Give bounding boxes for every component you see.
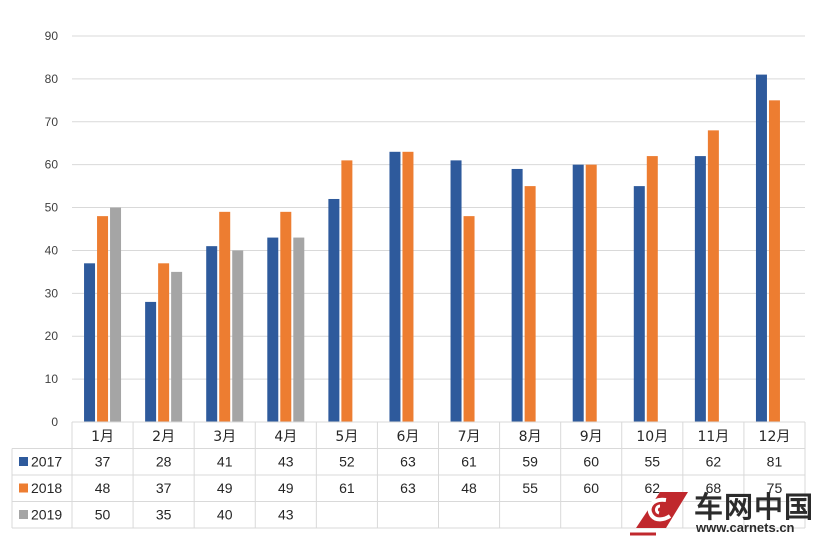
- category-label: 2月: [152, 429, 175, 445]
- table-cell: 37: [95, 454, 111, 470]
- y-tick-label: 20: [45, 329, 59, 343]
- y-axis-tick-labels: 0 10 20 30 40 50 60 70 80 90: [45, 29, 59, 429]
- legend-label-2019: 2019: [31, 507, 62, 523]
- legend-key-2017: [19, 457, 28, 466]
- bar-2017-12: [755, 74, 767, 422]
- table-cell: 28: [156, 454, 172, 470]
- legend-label-2018: 2018: [31, 480, 62, 496]
- bar-2017-8: [511, 168, 523, 422]
- bar-2018-11: [707, 130, 719, 422]
- bar-2017-6: [389, 151, 401, 423]
- table-cell: 40: [217, 507, 233, 523]
- category-label: 4月: [274, 429, 297, 445]
- table-cell: 60: [583, 480, 599, 496]
- category-label: 3月: [213, 429, 236, 445]
- bar-2017-3: [206, 246, 218, 422]
- bar-2018-12: [768, 100, 780, 422]
- table-cell: 81: [767, 454, 783, 470]
- carnets-logo-icon: [630, 492, 688, 536]
- y-tick-label: 70: [45, 115, 59, 129]
- legend-label-2017: 2017: [31, 454, 62, 470]
- bar-2017-11: [694, 156, 706, 423]
- bar-2017-5: [328, 198, 340, 422]
- table-cell: 55: [645, 454, 661, 470]
- carnets-watermark: 车网中国 www.carnets.cn: [626, 484, 822, 540]
- bar-2018-1: [97, 216, 109, 422]
- table-cell: 35: [156, 507, 172, 523]
- table-cell: 50: [95, 507, 111, 523]
- category-label: 6月: [396, 429, 419, 445]
- category-label: 8月: [519, 429, 542, 445]
- bar-2019-2: [171, 271, 183, 422]
- table-cell: 61: [461, 454, 477, 470]
- table-cell: 48: [461, 480, 477, 496]
- bar-2017-4: [267, 237, 279, 422]
- bar-2018-10: [646, 156, 658, 423]
- table-cell: 49: [217, 480, 233, 496]
- y-tick-label: 0: [51, 415, 58, 429]
- category-label: 11月: [697, 429, 729, 445]
- table-cell: 60: [583, 454, 599, 470]
- table-cell: 43: [278, 454, 294, 470]
- table-cell: 37: [156, 480, 172, 496]
- y-tick-label: 30: [45, 286, 59, 300]
- bar-2017-2: [145, 301, 157, 422]
- table-cell: 63: [400, 480, 416, 496]
- legend-key-2019: [19, 510, 28, 519]
- table-cell: 61: [339, 480, 355, 496]
- table-cell: 52: [339, 454, 355, 470]
- bar-2017-10: [633, 186, 645, 422]
- bars: [84, 74, 780, 423]
- y-tick-label: 60: [45, 158, 59, 172]
- table-cell: 68: [706, 480, 722, 496]
- category-label: 1月: [91, 429, 114, 445]
- legend-key-2018: [19, 483, 28, 493]
- y-tick-label: 50: [45, 201, 59, 215]
- table-cell: 41: [217, 454, 233, 470]
- category-label: 10月: [636, 429, 668, 445]
- table-cell: 55: [522, 480, 538, 496]
- bar-2018-6: [402, 151, 414, 423]
- category-label: 7月: [458, 429, 481, 445]
- bar-2018-2: [158, 263, 170, 422]
- table-cell: 48: [95, 480, 111, 496]
- bar-2018-7: [463, 216, 475, 422]
- bar-2018-8: [524, 186, 536, 422]
- bar-2019-4: [293, 237, 305, 422]
- bar-2017-9: [572, 164, 584, 422]
- gridlines: [72, 35, 805, 423]
- category-label: 9月: [580, 429, 603, 445]
- watermark-brand: 车网中国: [694, 490, 815, 524]
- bar-2017-7: [450, 160, 462, 422]
- table-cell: 49: [278, 480, 294, 496]
- table-cell: 75: [767, 480, 783, 496]
- y-tick-label: 90: [45, 29, 59, 43]
- table-cell: 43: [278, 507, 294, 523]
- table-cell: 62: [706, 454, 722, 470]
- bar-2017-1: [84, 263, 96, 422]
- bar-2018-9: [585, 164, 597, 422]
- table-cell: 63: [400, 454, 416, 470]
- table-cell: 62: [645, 480, 661, 496]
- bar-2019-1: [110, 207, 122, 422]
- table-cell: 59: [522, 454, 538, 470]
- bar-2018-3: [219, 211, 231, 422]
- y-tick-label: 10: [45, 372, 59, 386]
- watermark-url: www.carnets.cn: [696, 520, 795, 535]
- bar-2019-3: [232, 250, 244, 422]
- category-label: 12月: [759, 429, 791, 445]
- y-tick-label: 40: [45, 243, 59, 257]
- bar-2018-4: [280, 211, 292, 422]
- category-label: 5月: [335, 429, 358, 445]
- bar-2018-5: [341, 160, 353, 422]
- y-tick-label: 80: [45, 72, 59, 86]
